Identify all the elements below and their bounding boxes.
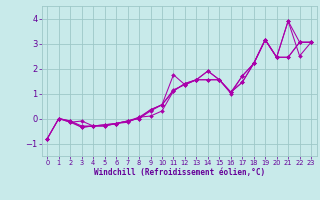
X-axis label: Windchill (Refroidissement éolien,°C): Windchill (Refroidissement éolien,°C) (94, 168, 265, 177)
